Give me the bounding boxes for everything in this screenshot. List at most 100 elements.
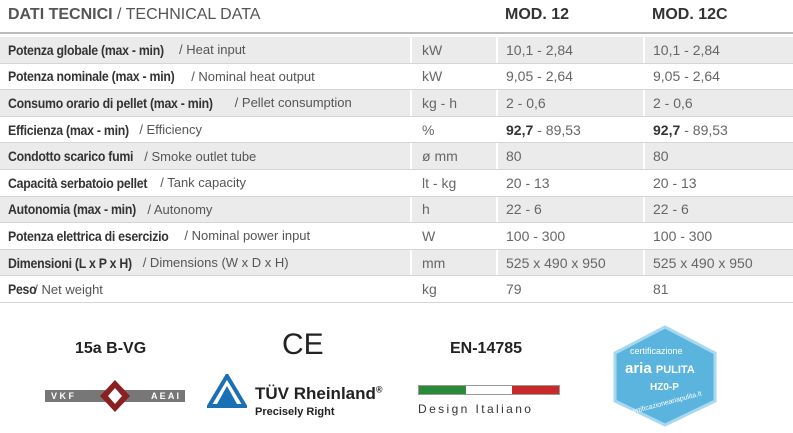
label-cell: Capacità serbatoio pellet / Tank capacity [0, 169, 412, 196]
title-it: DATI TECNICI [8, 6, 113, 23]
rule [0, 32, 793, 34]
table-row: Dimensioni (L x P x H) / Dimensions (W x … [0, 249, 793, 277]
col-head: MOD. 12C [652, 6, 728, 23]
logo-vg: 15a B-VG [75, 340, 147, 357]
value-cell: 79 [498, 276, 645, 302]
unit-cell: % [412, 116, 498, 143]
label-it: Potenza globale (max - min) [8, 41, 164, 58]
table-row: Efficienza (max - min) / Efficiency% 92,7-… [0, 116, 793, 144]
label-cell: Autonomia (max - min) / Autonomy [0, 196, 412, 223]
label-cell: Potenza nominale (max - min) / Nominal he… [0, 63, 412, 90]
label-it: Capacità serbatoio pellet [8, 174, 148, 191]
unit-cell: kg - h [412, 90, 498, 116]
table-row: Capacità serbatoio pellet / Tank capacity… [0, 169, 793, 197]
table-row: Autonomia (max - min) / Autonomy h 22 - 6 22… [0, 196, 793, 224]
value-cell: 22 - 6 [653, 201, 689, 218]
unit-cell: W [412, 223, 498, 249]
value-cell: 100 - 300 [653, 227, 713, 244]
label-cell: Potenza elettrica di esercizio / Nominal … [0, 223, 412, 249]
label-cell: Consumo orario di pellet (max - min) / Pe… [0, 90, 412, 116]
value-cell: 20 - 13 [498, 169, 645, 196]
label-en: / Heat input [179, 42, 246, 58]
value-cell: 2 - 0,6 [653, 94, 693, 111]
value-cell: 80 [653, 148, 669, 165]
label-cell: Dimensioni (L x P x H) / Dimensions (W x … [0, 249, 412, 276]
title-en: / TECHNICAL DATA [117, 6, 261, 23]
cert-pulita: PULITA [655, 364, 695, 376]
unit-cell: lt - kg [412, 169, 498, 196]
vkf-mark [100, 380, 130, 412]
vkf-left: V K F [51, 391, 75, 401]
value-cell: 22 - 6 [498, 196, 645, 223]
value-cell: 10,1 - 2,84 [653, 41, 720, 58]
logo-en: EN-14785 [450, 340, 523, 357]
vkf-right: A E A I [150, 391, 179, 401]
value-cell: 81 [653, 281, 669, 298]
label-it: Consumo orario di pellet (max - min) [8, 94, 213, 111]
value-cell: 10,1 - 2,84 [498, 37, 645, 63]
value-rest: - 89,53 [537, 121, 581, 138]
value-bold: 92,7 [653, 121, 681, 138]
label-en: / Nominal heat output [191, 68, 315, 84]
design-text: Design Italiano [418, 402, 534, 416]
label-en: / Net weight [34, 281, 103, 297]
table-row: Consumo orario di pellet (max - min) / Pe… [0, 90, 793, 117]
value-cell: 100 - 300 [498, 223, 645, 249]
label-cell: Efficienza (max - min) / Efficiency [0, 116, 412, 143]
value-cell: 20 - 13 [653, 174, 697, 191]
tuv-name: TÜV Rheinland® [255, 384, 383, 404]
value-cell: 2 - 0,6 [498, 90, 645, 116]
value-bold: 92,7 [506, 121, 534, 138]
label-it: Autonomia (max - min) [8, 201, 136, 218]
value-cell: 9,05 - 2,64 [653, 68, 720, 85]
tuv-text: TÜV Rheinland [255, 384, 376, 403]
unit-cell: mm [412, 249, 498, 276]
label-en: / Pellet consumption [234, 95, 352, 111]
table-row: Condotto scarico fumi / Smoke outlet tube… [0, 143, 793, 170]
label-en: / Nominal power input [184, 228, 311, 244]
label-en: / Smoke outlet tube [144, 148, 257, 164]
title: DATI TECNICI / TECHNICAL DATA [8, 6, 260, 28]
value-cell: 525 x 490 x 950 [653, 254, 753, 271]
label-it: Efficienza (max - min) [8, 121, 129, 138]
value-cell: 80 [498, 143, 645, 169]
tuv-mark [207, 374, 247, 408]
flag-bar [418, 385, 560, 395]
unit-cell: kW [412, 63, 498, 90]
cert-name: aria PULITA [625, 360, 695, 377]
table-row: Potenza nominale (max - min) / Nominal he… [0, 63, 793, 91]
value-cell: 92,7- 89,53 [498, 116, 645, 143]
label-en: / Tank capacity [160, 175, 246, 191]
unit-cell: h [412, 196, 498, 223]
label-en: / Efficiency [139, 122, 202, 138]
cert-badge [613, 325, 717, 427]
label-cell: Condotto scarico fumi / Smoke outlet tube [0, 143, 412, 169]
label-en: / Autonomy [147, 201, 213, 217]
label-it: Potenza elettrica di esercizio [8, 227, 169, 244]
label-it: Peso [8, 281, 37, 298]
label-cell: Potenza globale (max - min) / Heat input [0, 37, 412, 63]
table: Potenza globale (max - min) / Heat input k… [0, 37, 793, 303]
cert-top: certificazione [630, 346, 683, 356]
value-cell: 9,05 - 2,64 [498, 63, 645, 90]
tuv-reg: ® [375, 384, 383, 395]
table-row: Potenza elettrica di esercizio / Nominal … [0, 223, 793, 250]
logo-ce: CE [282, 328, 324, 361]
table-row: Potenza globale (max - min) / Heat input k… [0, 37, 793, 64]
cert-code: HZ0-P [650, 382, 679, 393]
label-en: / Dimensions (W x D x H) [142, 255, 289, 271]
table-row: Peso / Net weight kg 79 81 [0, 276, 793, 303]
unit-cell: kW [412, 37, 498, 63]
label-it: Potenza nominale (max - min) [8, 68, 175, 85]
value-cell: 92,7- 89,53 [645, 117, 793, 143]
tuv-tag: Precisely Right [255, 406, 335, 418]
unit-cell: kg [412, 276, 498, 302]
value-cell: 525 x 490 x 950 [498, 249, 645, 276]
label-cell: Peso / Net weight [0, 276, 412, 302]
label-it: Condotto scarico fumi [8, 148, 134, 165]
cert-aria: aria [625, 360, 652, 377]
value-rest: - 89,53 [684, 121, 728, 138]
col-head: MOD. 12 [505, 6, 570, 23]
label-it: Dimensioni (L x P x H) [8, 254, 132, 271]
